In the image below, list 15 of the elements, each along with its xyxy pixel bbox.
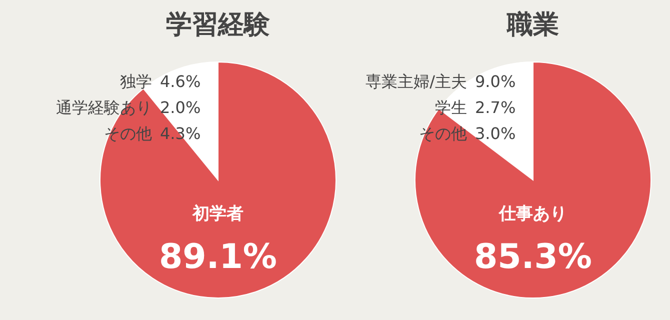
slice-label: 学生	[435, 98, 467, 117]
data-label: 2.0%	[160, 98, 201, 117]
slice-label: 仕事あり	[498, 204, 567, 224]
slice-label: 独学	[120, 72, 152, 91]
data-label: 85.3%	[474, 237, 592, 277]
data-label: 3.0%	[475, 124, 516, 143]
slice-label: 初学者	[192, 204, 244, 224]
data-label: 4.6%	[160, 72, 201, 91]
chart-title: 職業	[506, 10, 559, 40]
data-label: 89.1%	[159, 237, 277, 277]
data-label: 9.0%	[475, 72, 516, 91]
pie-slice	[414, 62, 652, 298]
data-label: 2.7%	[475, 98, 516, 117]
chart-title: 学習経験	[166, 10, 271, 40]
slice-label: 専業主婦/主夫	[366, 72, 467, 91]
